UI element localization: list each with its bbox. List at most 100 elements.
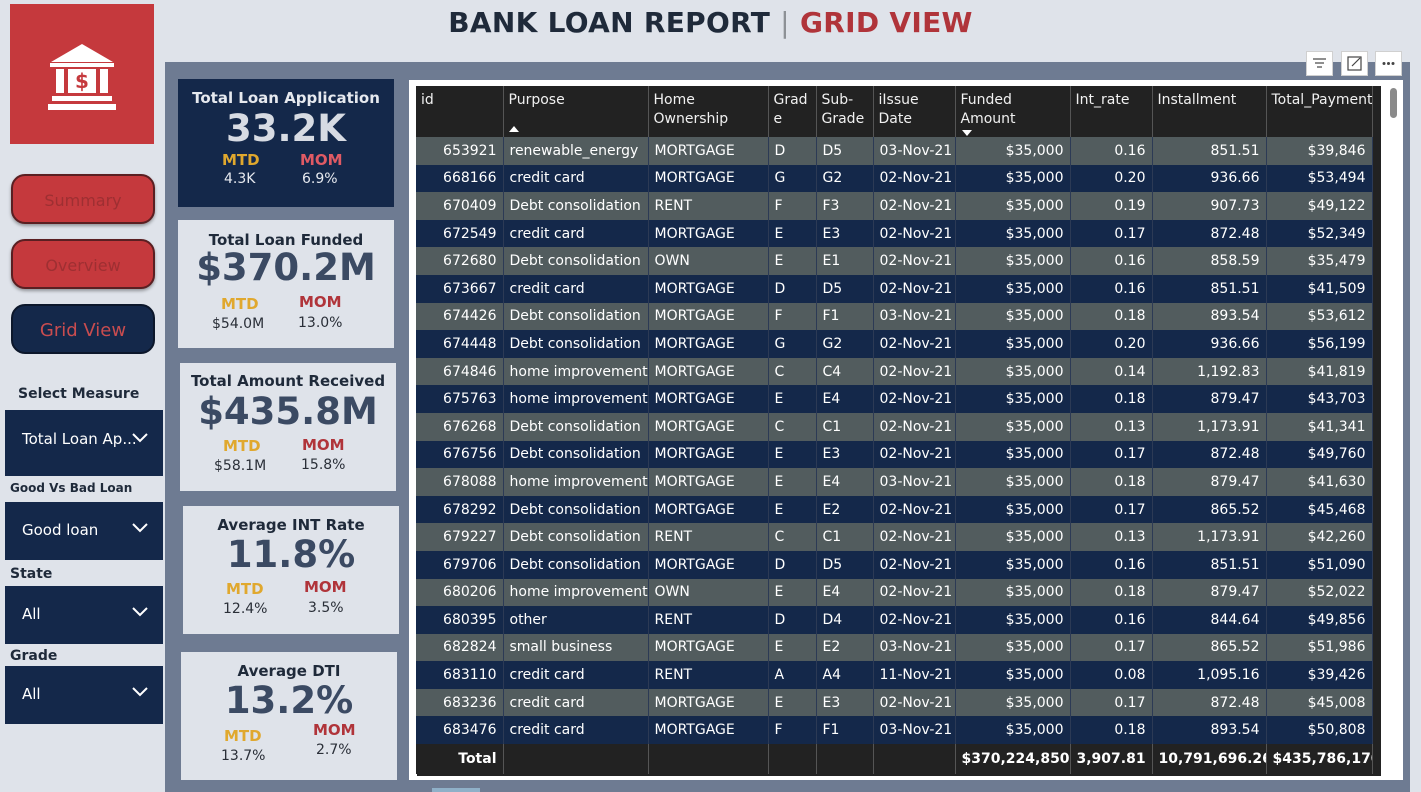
table-cell: 844.64: [1152, 606, 1267, 634]
table-row[interactable]: 676756 Debt consolidation MORTGAGE E E3 02-No…: [416, 440, 1373, 469]
column-header-funded-amount[interactable]: Funded Amount: [955, 86, 1071, 137]
scrollbar-thumb[interactable]: [1390, 88, 1397, 118]
table-cell: $56,199: [1266, 330, 1373, 358]
table-cell: E: [768, 440, 817, 469]
table-row[interactable]: 683476 credit card MORTGAGE F F1 03-Nov-21 $35…: [416, 716, 1373, 745]
table-cell: MORTGAGE: [648, 495, 769, 524]
table-cell: $49,760: [1266, 440, 1373, 469]
table-cell: 0.17: [1070, 440, 1153, 469]
table-row[interactable]: 683110 credit card RENT A A4 11-Nov-21 $35,000…: [416, 661, 1373, 689]
table-cell: Debt consolidation: [503, 330, 649, 358]
table-row[interactable]: 679706 Debt consolidation MORTGAGE D D5 02-No…: [416, 550, 1373, 579]
table-cell: credit card: [503, 274, 649, 303]
table-row[interactable]: 672680 Debt consolidation OWN E E1 02-Nov-21 $…: [416, 247, 1373, 275]
table-row[interactable]: 674426 Debt consolidation MORTGAGE F F1 03-No…: [416, 302, 1373, 331]
table-cell: 03-Nov-21: [873, 302, 956, 331]
table-cell: 0.16: [1070, 137, 1153, 165]
table-cell: $35,000: [955, 716, 1071, 745]
table-cell: 851.51: [1152, 274, 1267, 303]
kpi-mtd-label: MTD: [226, 580, 264, 598]
select-measure-dropdown[interactable]: Total Loan Ap...: [5, 410, 163, 476]
table-cell: E3: [816, 688, 874, 717]
column-header-total-payment[interactable]: Total_Payment: [1266, 86, 1373, 137]
column-header-id[interactable]: id: [416, 86, 504, 137]
table-row[interactable]: 672549 credit card MORTGAGE E E3 02-Nov-21 $35…: [416, 219, 1373, 248]
table-row[interactable]: 668166 credit card MORTGAGE G G2 02-Nov-21 $35…: [416, 164, 1373, 193]
kpi-mom-value: 6.9%: [302, 171, 338, 187]
table-cell: A4: [816, 661, 874, 689]
title-grid-view: GRID VIEW: [799, 6, 973, 39]
table-row[interactable]: 674846 home improvement MORTGAGE C C4 02-Nov-…: [416, 357, 1373, 386]
table-row[interactable]: 680206 home improvement OWN E E4 02-Nov-21 $35…: [416, 578, 1373, 607]
table-cell: 893.54: [1152, 302, 1267, 331]
table-row[interactable]: 683236 credit card MORTGAGE E E3 02-Nov-21 $35…: [416, 688, 1373, 717]
table-cell: $41,630: [1266, 468, 1373, 496]
table-cell: 02-Nov-21: [873, 247, 956, 275]
table-cell: Debt consolidation: [503, 495, 649, 524]
table-row[interactable]: 653921 renewable_energy MORTGAGE D D5 03-Nov-…: [416, 137, 1373, 165]
table-cell: C: [768, 412, 817, 441]
table-row[interactable]: 680395 other RENT D D4 02-Nov-21 $35,000 0.16 84…: [416, 606, 1373, 634]
nav-summary-button[interactable]: Summary: [11, 174, 155, 224]
table-row[interactable]: 673667 credit card MORTGAGE D D5 02-Nov-21 $35…: [416, 274, 1373, 303]
bank-icon: $: [48, 44, 116, 110]
table-cell: MORTGAGE: [648, 468, 769, 496]
column-header-label: Funded Amount: [960, 92, 1016, 127]
table-cell: $35,000: [955, 247, 1071, 275]
table-cell: 0.20: [1070, 164, 1153, 193]
table-cell: E2: [816, 633, 874, 662]
table-cell: D5: [816, 550, 874, 579]
column-header-sub-grade[interactable]: Sub- Grade: [816, 86, 874, 137]
state-value: All: [22, 605, 41, 623]
table-row[interactable]: 678292 Debt consolidation MORTGAGE E E2 02-No…: [416, 495, 1373, 524]
table-cell: C: [768, 357, 817, 386]
column-header-installment[interactable]: Installment: [1152, 86, 1267, 137]
table-cell: $35,000: [955, 192, 1071, 220]
filter-button[interactable]: [1306, 51, 1333, 76]
focus-mode-button[interactable]: [1341, 51, 1368, 76]
table-cell: 02-Nov-21: [873, 550, 956, 579]
column-header-label: Home Ownership: [653, 92, 729, 127]
state-dropdown[interactable]: All: [5, 586, 163, 644]
table-cell: $35,000: [955, 523, 1071, 551]
column-header-home-ownership[interactable]: Home Ownership: [648, 86, 769, 137]
table-cell: 676268: [416, 412, 504, 441]
good-vs-bad-dropdown[interactable]: Good loan: [5, 502, 163, 560]
table-cell: 03-Nov-21: [873, 716, 956, 745]
nav-grid-view-button[interactable]: Grid View: [11, 304, 155, 354]
chevron-down-icon: [132, 607, 148, 617]
table-cell: $35,000: [955, 385, 1071, 413]
more-options-button[interactable]: [1375, 51, 1402, 76]
title-bank-loan-report: BANK LOAN REPORT: [448, 6, 771, 39]
column-header-purpose[interactable]: Purpose: [503, 86, 649, 137]
grade-dropdown[interactable]: All: [5, 666, 163, 724]
table-cell: small business: [503, 633, 649, 662]
table-row[interactable]: 679227 Debt consolidation RENT C C1 02-Nov-21…: [416, 523, 1373, 551]
table-row[interactable]: 682824 small business MORTGAGE E E2 03-Nov-21…: [416, 633, 1373, 662]
kpi-title: Average INT Rate: [217, 516, 365, 534]
column-header-issue-date[interactable]: iIssue Date: [873, 86, 956, 137]
table-row[interactable]: 676268 Debt consolidation MORTGAGE C C1 02-No…: [416, 412, 1373, 441]
table-row[interactable]: 670409 Debt consolidation RENT F F3 02-Nov-21…: [416, 192, 1373, 220]
table-cell: home improvement: [503, 578, 649, 607]
table-cell: $35,000: [955, 302, 1071, 331]
table-row[interactable]: 674448 Debt consolidation MORTGAGE G G2 02-No…: [416, 330, 1373, 358]
table-cell: MORTGAGE: [648, 633, 769, 662]
loan-table: id Purpose Home Ownership Grad e Sub- Gr…: [416, 86, 1373, 775]
table-cell: 1,095.16: [1152, 661, 1267, 689]
column-header-label: id: [421, 92, 434, 108]
nav-overview-button[interactable]: Overview: [11, 239, 155, 289]
table-cell: 682824: [416, 633, 504, 662]
table-cell: MORTGAGE: [648, 440, 769, 469]
table-cell: renewable_energy: [503, 137, 649, 165]
column-header-grade[interactable]: Grad e: [768, 86, 817, 137]
table-cell: $41,509: [1266, 274, 1373, 303]
table-cell: home improvement: [503, 468, 649, 496]
column-header-int-rate[interactable]: Int_rate: [1070, 86, 1153, 137]
table-row[interactable]: 675763 home improvement MORTGAGE E E4 02-Nov-…: [416, 385, 1373, 413]
table-row[interactable]: 678088 home improvement MORTGAGE E E4 03-Nov-…: [416, 468, 1373, 496]
column-header-label: iIssue Date: [878, 92, 919, 127]
vertical-scrollbar[interactable]: [1384, 86, 1402, 776]
good-vs-bad-label: Good Vs Bad Loan: [10, 481, 133, 495]
focus-mode-icon: [1347, 56, 1362, 71]
